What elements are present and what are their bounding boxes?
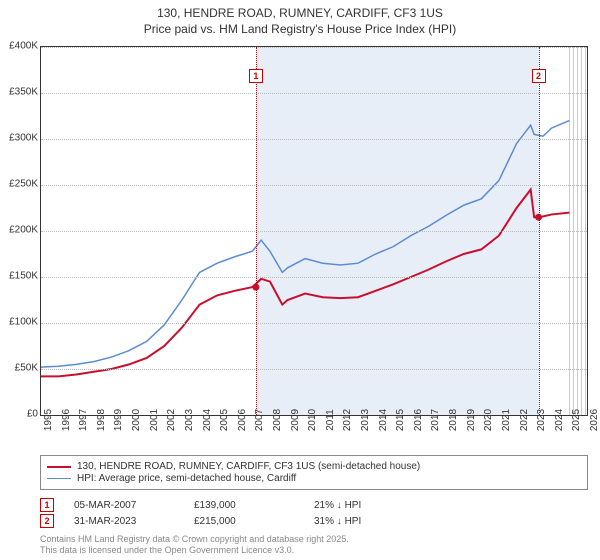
y-tick-label: £0 (0, 409, 38, 420)
marker-badge: 1 (40, 498, 54, 512)
x-tick-label: 2009 (290, 409, 301, 431)
x-tick-label: 2010 (307, 409, 318, 431)
x-tick-label: 2005 (219, 409, 230, 431)
x-tick-label: 1997 (78, 409, 89, 431)
y-tick-label: £300K (0, 133, 38, 144)
legend-swatch (47, 478, 71, 479)
legend: 130, HENDRE ROAD, RUMNEY, CARDIFF, CF3 1… (40, 455, 588, 490)
info-date: 05-MAR-2007 (74, 500, 174, 511)
marker-label: 1 (249, 69, 263, 83)
info-row: 2 31-MAR-2023 £215,000 31% ↓ HPI (40, 514, 588, 528)
x-tick-label: 2019 (466, 409, 477, 431)
footer-line-1: Contains HM Land Registry data © Crown c… (40, 534, 349, 545)
x-tick-label: 2011 (325, 409, 336, 431)
x-tick-label: 2017 (430, 409, 441, 431)
x-tick-label: 2000 (131, 409, 142, 431)
footer-line-2: This data is licensed under the Open Gov… (40, 545, 349, 556)
x-tick-label: 2012 (342, 409, 353, 431)
x-tick-label: 2021 (501, 409, 512, 431)
y-tick-label: £400K (0, 41, 38, 52)
x-tick-label: 1995 (43, 409, 54, 431)
x-tick-label: 2008 (272, 409, 283, 431)
title-line-2: Price paid vs. HM Land Registry's House … (0, 22, 600, 38)
y-tick-label: £350K (0, 87, 38, 98)
chart-title: 130, HENDRE ROAD, RUMNEY, CARDIFF, CF3 1… (0, 0, 600, 37)
x-tick-label: 2022 (519, 409, 530, 431)
legend-label: HPI: Average price, semi-detached house,… (77, 473, 296, 484)
x-tick-label: 2023 (536, 409, 547, 431)
x-tick-label: 2004 (202, 409, 213, 431)
legend-label: 130, HENDRE ROAD, RUMNEY, CARDIFF, CF3 1… (77, 461, 420, 472)
info-table: 1 05-MAR-2007 £139,000 21% ↓ HPI 2 31-MA… (40, 496, 588, 530)
x-tick-label: 2007 (254, 409, 265, 431)
x-tick-label: 1996 (61, 409, 72, 431)
info-delta: 31% ↓ HPI (314, 516, 361, 527)
x-tick-label: 2003 (184, 409, 195, 431)
marker-badge: 2 (40, 514, 54, 528)
footer: Contains HM Land Registry data © Crown c… (40, 534, 349, 556)
info-price: £215,000 (194, 516, 294, 527)
x-tick-label: 1998 (96, 409, 107, 431)
x-tick-label: 2001 (149, 409, 160, 431)
info-delta: 21% ↓ HPI (314, 500, 361, 511)
x-tick-label: 2002 (166, 409, 177, 431)
x-tick-label: 2015 (395, 409, 406, 431)
legend-swatch (47, 466, 71, 468)
x-tick-label: 2020 (483, 409, 494, 431)
marker-label: 2 (532, 69, 546, 83)
x-tick-label: 1999 (113, 409, 124, 431)
x-tick-label: 2006 (237, 409, 248, 431)
plot-area: 12 (40, 46, 588, 416)
x-tick-label: 2016 (413, 409, 424, 431)
chart-container: 130, HENDRE ROAD, RUMNEY, CARDIFF, CF3 1… (0, 0, 600, 560)
y-tick-label: £50K (0, 363, 38, 374)
y-tick-label: £150K (0, 271, 38, 282)
y-tick-label: £200K (0, 225, 38, 236)
x-tick-label: 2018 (448, 409, 459, 431)
x-tick-label: 2014 (378, 409, 389, 431)
x-tick-label: 2025 (571, 409, 582, 431)
x-tick-label: 2024 (554, 409, 565, 431)
x-tick-label: 2026 (589, 409, 600, 431)
info-price: £139,000 (194, 500, 294, 511)
info-date: 31-MAR-2023 (74, 516, 174, 527)
info-row: 1 05-MAR-2007 £139,000 21% ↓ HPI (40, 498, 588, 512)
title-line-1: 130, HENDRE ROAD, RUMNEY, CARDIFF, CF3 1… (0, 6, 600, 22)
legend-item: 130, HENDRE ROAD, RUMNEY, CARDIFF, CF3 1… (47, 461, 581, 472)
y-tick-label: £100K (0, 317, 38, 328)
x-tick-label: 2013 (360, 409, 371, 431)
y-tick-label: £250K (0, 179, 38, 190)
legend-item: HPI: Average price, semi-detached house,… (47, 473, 581, 484)
